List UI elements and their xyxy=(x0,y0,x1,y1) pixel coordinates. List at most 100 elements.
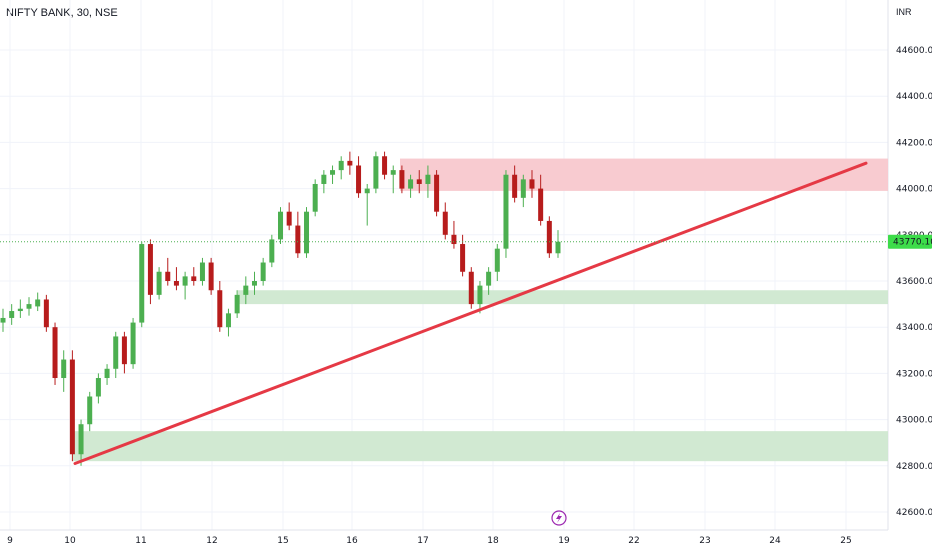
resistance-zone xyxy=(400,158,888,191)
candle-body xyxy=(113,336,119,369)
candle-body xyxy=(208,262,214,291)
candle-body xyxy=(191,276,197,281)
candle-body xyxy=(347,160,353,166)
candle-body xyxy=(468,271,474,305)
x-tick-label: 23 xyxy=(699,536,710,546)
x-tick-label: 18 xyxy=(487,536,499,546)
candle-body xyxy=(555,241,561,254)
trendline xyxy=(73,161,868,465)
candle-body xyxy=(460,244,466,272)
candle-body xyxy=(486,271,492,286)
candle-body xyxy=(199,262,205,281)
candle-body xyxy=(538,188,544,221)
candle-body xyxy=(442,211,448,235)
x-tick-label: 15 xyxy=(277,536,288,546)
x-tick-label: 9 xyxy=(7,536,13,546)
candle-body xyxy=(546,220,552,254)
candle-body xyxy=(356,165,362,194)
currency-label: INR xyxy=(896,7,912,17)
candle-body xyxy=(321,174,327,184)
candle-body xyxy=(269,239,275,263)
candle-body xyxy=(225,313,231,328)
candle-body xyxy=(251,281,257,286)
y-tick-label: 43000.00 xyxy=(896,416,932,426)
candle-body xyxy=(330,170,336,175)
candle-body xyxy=(26,304,32,309)
candle-body xyxy=(9,311,15,318)
candle-body xyxy=(104,368,110,379)
candle-body xyxy=(278,211,283,240)
candle-body xyxy=(35,299,41,307)
candle-body xyxy=(52,327,58,379)
candle-body xyxy=(416,179,422,184)
candle-body xyxy=(364,188,370,194)
price-axis[interactable]: 44600.0044400.0044200.0044000.0043800.00… xyxy=(888,46,932,518)
candle-body xyxy=(243,285,249,295)
x-tick-label: 11 xyxy=(135,536,146,546)
candle-body xyxy=(503,174,509,249)
zones-layer xyxy=(72,158,888,462)
candle-body xyxy=(373,156,379,189)
last-price-value: 43770.10 xyxy=(893,238,932,248)
x-tick-label: 16 xyxy=(346,536,358,546)
candle-body xyxy=(408,179,414,189)
lightning-bolt-icon xyxy=(556,513,562,523)
x-tick-label: 24 xyxy=(769,536,781,546)
candle-body xyxy=(425,174,431,184)
candle-body xyxy=(0,317,6,323)
candle-body xyxy=(156,271,162,295)
candle-body xyxy=(95,378,101,397)
candle-body xyxy=(382,156,388,175)
candle-body xyxy=(312,183,318,212)
y-tick-label: 43400.00 xyxy=(896,323,932,333)
y-tick-label: 44400.00 xyxy=(896,92,932,102)
x-tick-label: 10 xyxy=(64,536,76,546)
candles-layer xyxy=(0,151,561,466)
candle-body xyxy=(338,160,344,171)
last-price-tag xyxy=(888,234,932,249)
y-tick-label: 42800.00 xyxy=(896,462,932,472)
x-tick-label: 25 xyxy=(840,536,851,546)
time-axis[interactable]: 9 10 11 12 15 16 17 18 19 22 23 24 25 xyxy=(7,536,852,546)
support-zone xyxy=(238,290,888,305)
x-tick-label: 19 xyxy=(558,536,570,546)
y-tick-label: 44600.00 xyxy=(896,46,932,56)
lightning-event-icon xyxy=(551,510,567,526)
candle-body xyxy=(182,276,188,286)
candle-body xyxy=(61,359,67,379)
candle-body xyxy=(69,359,75,455)
candle-body xyxy=(295,225,301,254)
candle-body xyxy=(147,244,153,295)
candle-body xyxy=(529,179,535,189)
candle-body xyxy=(130,322,136,365)
y-tick-label: 43200.00 xyxy=(896,369,932,379)
candle-body xyxy=(477,285,483,305)
overlay-layer xyxy=(0,161,888,526)
candle-body xyxy=(520,179,526,198)
candle-body xyxy=(286,211,292,226)
x-tick-label: 12 xyxy=(206,536,217,546)
y-tick-label: 42600.00 xyxy=(896,508,932,518)
candle-body xyxy=(139,244,145,323)
x-tick-label: 17 xyxy=(417,536,428,546)
candle-body xyxy=(78,424,84,455)
support-zone xyxy=(72,431,888,462)
candle-body xyxy=(494,248,500,272)
candle-body xyxy=(399,170,405,189)
candle-body xyxy=(451,234,457,245)
candle-body xyxy=(260,262,266,281)
candle-body xyxy=(173,281,179,286)
y-tick-label: 43600.00 xyxy=(896,277,932,287)
candle-body xyxy=(87,396,93,425)
candle-body xyxy=(304,211,310,254)
candle-body xyxy=(17,308,23,312)
y-tick-label: 44000.00 xyxy=(896,185,932,195)
candle-body xyxy=(217,290,223,328)
candle-body xyxy=(43,299,49,328)
x-tick-label: 22 xyxy=(628,536,639,546)
candle-body xyxy=(512,174,518,198)
candle-body xyxy=(390,170,396,175)
y-tick-label: 44200.00 xyxy=(896,138,932,148)
chart-symbol-title: NIFTY BANK, 30, NSE xyxy=(6,7,118,19)
